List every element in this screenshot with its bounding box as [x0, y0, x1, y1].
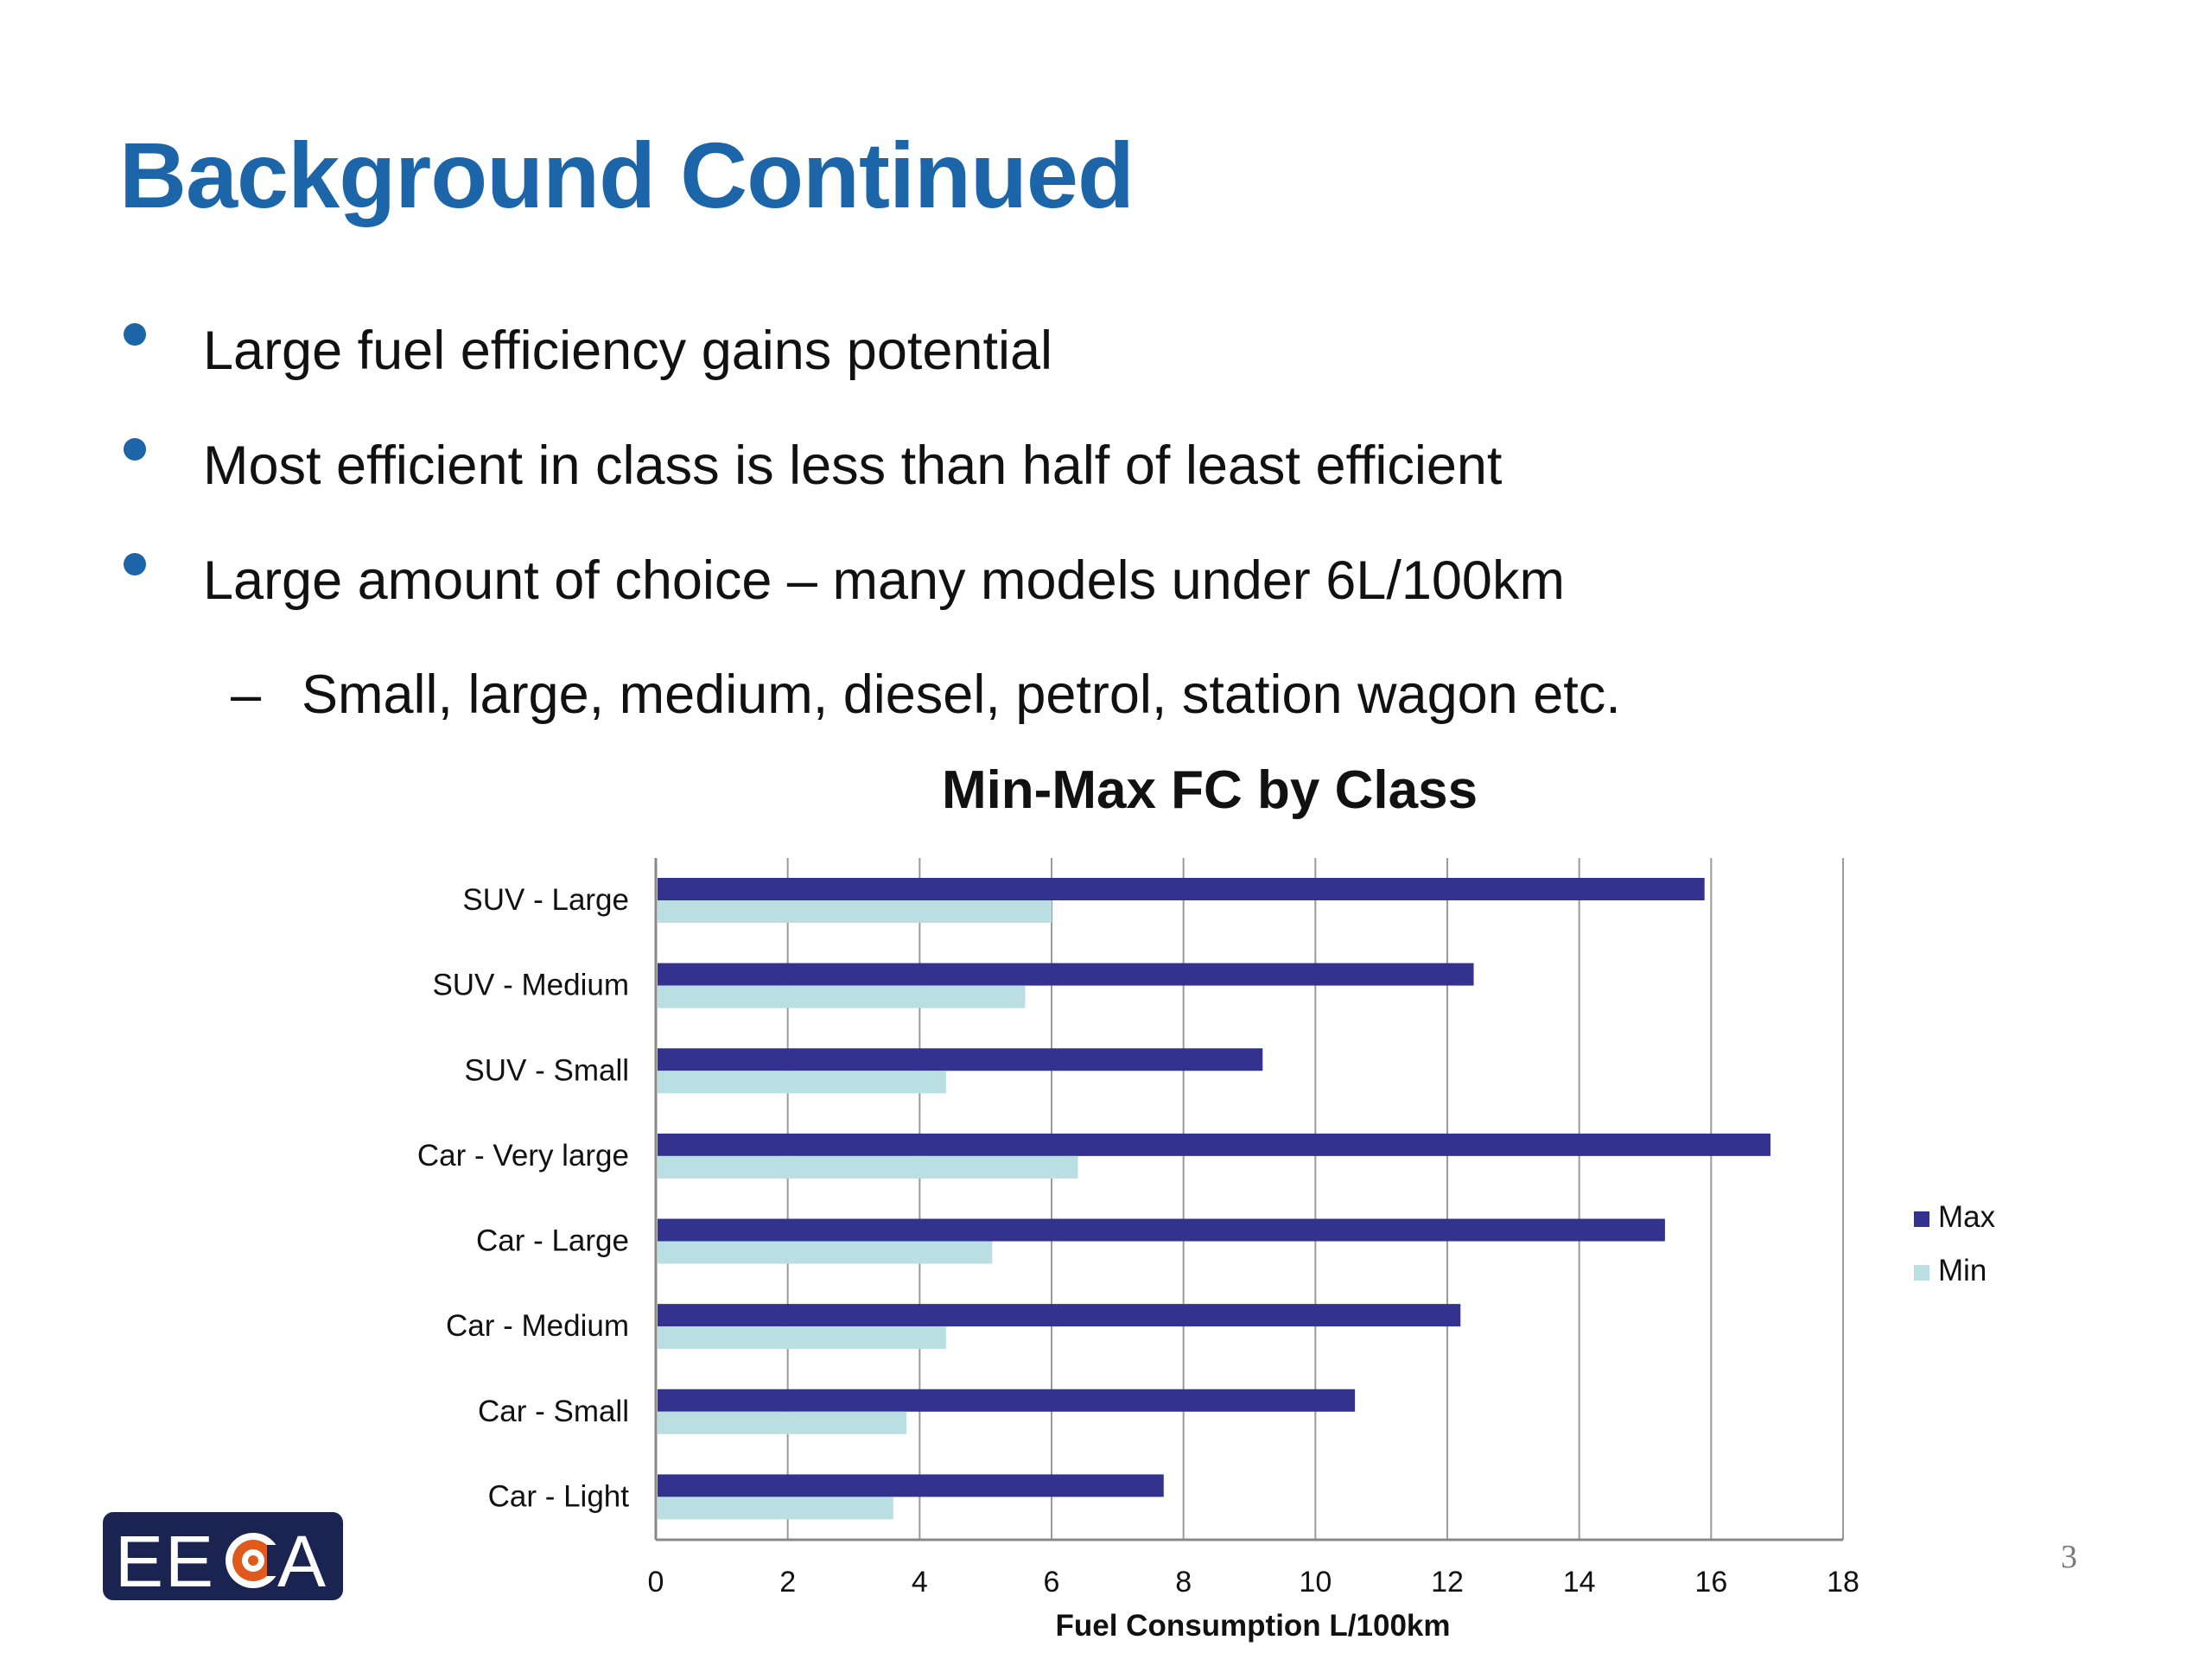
y-category-label: SUV - Large [462, 883, 629, 917]
bar-max [658, 1133, 1771, 1156]
bullet-text: Most efficient in class is less than hal… [203, 435, 1503, 496]
bar-min [658, 1497, 893, 1520]
eeca-logo-icon: E E A [115, 1521, 326, 1602]
chart-axes [654, 858, 1843, 1541]
logo-letter-e2: E [165, 1521, 213, 1600]
y-category-label: Car - Small [478, 1395, 629, 1428]
bullet-list: Large fuel efficiency gains potential Mo… [0, 0, 2212, 778]
bar-min [658, 1155, 1078, 1179]
bullet-item: Most efficient in class is less than hal… [124, 435, 1503, 497]
legend-swatch-max [1914, 1211, 1929, 1227]
logo-letter-a: A [277, 1521, 326, 1600]
chart-bars [658, 878, 1771, 1520]
bar-max [658, 1389, 1356, 1412]
x-axis-title: Fuel Consumption L/100km [1056, 1609, 1451, 1643]
bar-min [658, 1241, 993, 1264]
x-tick-label: 14 [1563, 1566, 1596, 1599]
chart-title: Min-Max FC by Class [942, 760, 1478, 820]
sub-bullet-item: – Small, large, medium, diesel, petrol, … [231, 664, 1621, 726]
bar-min [658, 1071, 946, 1094]
chart-legend: Max Min [1914, 1200, 1996, 1287]
bar-max [658, 963, 1474, 986]
y-category-label: SUV - Medium [432, 969, 629, 1002]
legend-swatch-min [1914, 1265, 1929, 1281]
legend-label: Min [1938, 1254, 1986, 1287]
bullet-dot-icon [124, 553, 146, 575]
x-tick-label: 18 [1827, 1566, 1859, 1599]
bar-max [658, 1304, 1461, 1327]
x-tick-label: 8 [1175, 1566, 1192, 1599]
x-tick-label: 16 [1694, 1566, 1727, 1599]
sub-bullet-text: Small, large, medium, diesel, petrol, st… [302, 664, 1621, 725]
x-tick-label: 12 [1431, 1566, 1464, 1599]
bar-min [658, 1326, 946, 1350]
bullet-dot-icon [124, 323, 146, 346]
chart-gridlines [786, 858, 1844, 1540]
page-number: 3 [2061, 1539, 2077, 1575]
bar-max [658, 1048, 1263, 1071]
eeca-logo: E E A [103, 1512, 343, 1602]
y-category-label: Car - Large [476, 1224, 629, 1258]
x-tick-label: 0 [648, 1566, 664, 1599]
y-category-label: SUV - Small [464, 1053, 629, 1087]
x-tick-label: 6 [1044, 1566, 1060, 1599]
bullet-text: Large amount of choice – many models und… [203, 550, 1565, 611]
legend-label: Max [1938, 1200, 1996, 1234]
bar-max [658, 878, 1705, 900]
bullet-item: Large amount of choice – many models und… [124, 550, 1565, 612]
y-category-label: Car - Medium [446, 1309, 629, 1343]
bar-max [658, 1218, 1665, 1242]
x-tick-label: 2 [779, 1566, 796, 1599]
bullet-dot-icon [124, 438, 146, 461]
bullet-item: Large fuel efficiency gains potential [124, 320, 1052, 382]
bar-min [658, 900, 1052, 923]
bar-min [658, 1411, 907, 1434]
bar-max [658, 1474, 1164, 1497]
sub-bullet-dash: – [231, 664, 262, 725]
bar-min [658, 985, 1026, 1008]
bullet-text: Large fuel efficiency gains potential [203, 321, 1052, 381]
x-tick-label: 10 [1299, 1566, 1332, 1599]
chart-labels: 0 2 4 6 8 10 12 14 16 18 SUV - Large SUV - Medium SU… [417, 883, 1859, 1599]
logo-letter-e1: E [115, 1521, 163, 1600]
slide-title: Background Continued [119, 123, 1135, 227]
y-category-label: Car - Very large [417, 1139, 629, 1173]
y-category-label: Car - Light [488, 1479, 630, 1513]
logo-swirl-icon [226, 1533, 284, 1588]
x-tick-label: 4 [912, 1566, 928, 1599]
